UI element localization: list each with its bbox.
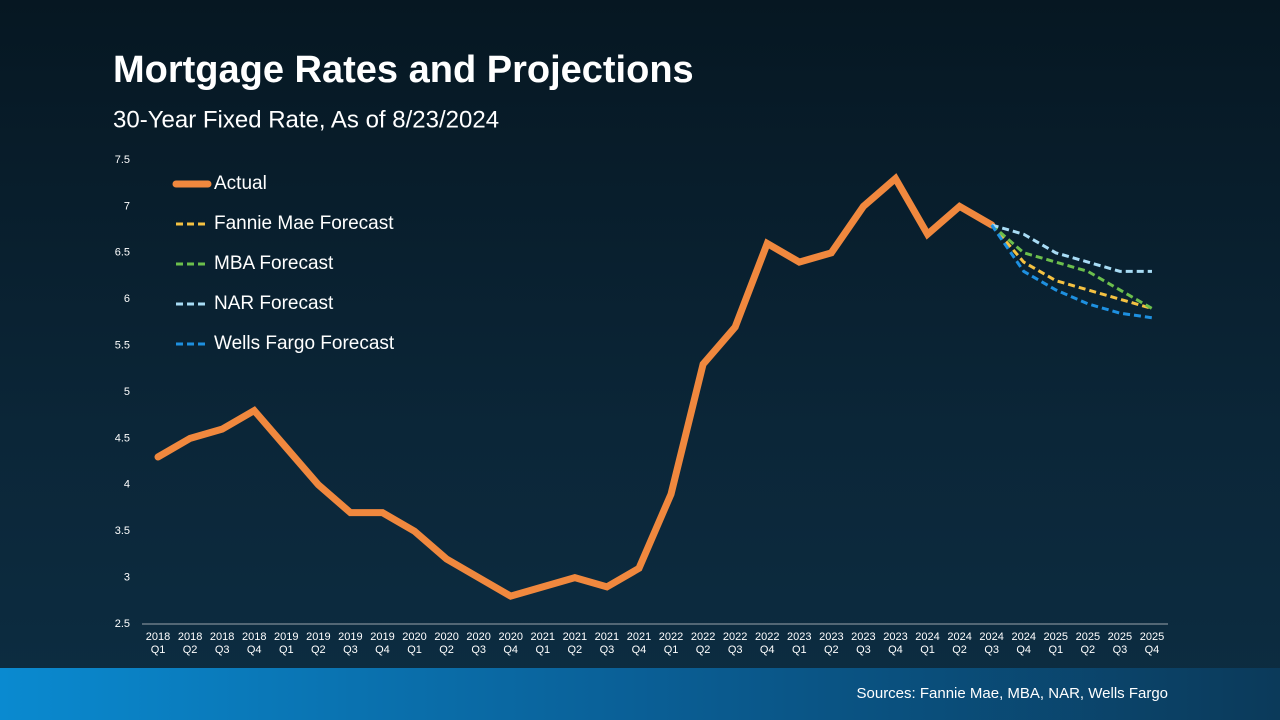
legend-label: Fannie Mae Forecast bbox=[214, 213, 394, 234]
x-tick-label: 2024 Q4 bbox=[1011, 631, 1036, 656]
x-tick-label: 2023 Q3 bbox=[851, 631, 876, 656]
x-tick-label: 2021 Q2 bbox=[562, 631, 588, 656]
x-tick-label: 2020 Q4 bbox=[498, 631, 523, 656]
x-tick-label: 2020 Q3 bbox=[466, 631, 491, 656]
series-line bbox=[154, 173, 996, 600]
legend-label: NAR Forecast bbox=[214, 293, 334, 314]
series-line bbox=[990, 223, 1153, 310]
x-tick-label: 2018 Q1 bbox=[145, 631, 171, 656]
legend-label: Wells Fargo Forecast bbox=[214, 333, 395, 354]
x-tick-label: 2025 Q2 bbox=[1075, 631, 1101, 656]
y-tick-label: 4 bbox=[124, 479, 130, 491]
x-tick-label: 2018 Q2 bbox=[177, 631, 203, 656]
chart-title: Mortgage Rates and Projections bbox=[113, 49, 694, 91]
x-tick-label: 2025 Q4 bbox=[1139, 631, 1165, 656]
x-tick-label: 2022 Q4 bbox=[754, 631, 780, 656]
series-line bbox=[990, 224, 1153, 320]
x-tick-label: 2021 Q4 bbox=[626, 631, 652, 656]
x-tick-label: 2023 Q2 bbox=[819, 631, 844, 656]
y-tick-label: 3.5 bbox=[115, 525, 130, 537]
y-tick-label: 5.5 bbox=[115, 340, 130, 352]
x-tick-label: 2020 Q2 bbox=[434, 631, 459, 656]
x-tick-label: 2021 Q3 bbox=[594, 631, 620, 656]
x-tick-label: 2024 Q3 bbox=[979, 631, 1004, 656]
x-tick-label: 2022 Q3 bbox=[722, 631, 748, 656]
y-tick-label: 3 bbox=[124, 572, 130, 584]
y-tick-label: 2.5 bbox=[115, 618, 130, 630]
x-tick-label: 2024 Q2 bbox=[947, 631, 972, 656]
legend-label: MBA Forecast bbox=[214, 253, 334, 274]
y-tick-label: 7.5 bbox=[115, 154, 130, 166]
x-tick-label: 2024 Q1 bbox=[915, 631, 940, 656]
x-tick-label: 2018 Q4 bbox=[241, 631, 267, 656]
x-tick-label: 2018 Q3 bbox=[209, 631, 235, 656]
x-tick-label: 2019 Q4 bbox=[370, 631, 395, 656]
series-line bbox=[990, 223, 1153, 310]
x-tick-label: 2022 Q2 bbox=[690, 631, 716, 656]
y-tick-label: 4.5 bbox=[115, 432, 130, 444]
y-tick-label: 7 bbox=[124, 200, 130, 212]
y-tick-label: 5 bbox=[124, 386, 130, 398]
y-tick-label: 6.5 bbox=[115, 247, 130, 259]
chart-subtitle: 30-Year Fixed Rate, As of 8/23/2024 bbox=[113, 106, 499, 133]
x-tick-label: 2023 Q1 bbox=[787, 631, 812, 656]
x-tick-label: 2021 Q1 bbox=[530, 631, 556, 656]
source: Sources: Fannie Mae, MBA, NAR, Wells Far… bbox=[857, 685, 1169, 702]
x-tick-label: 2019 Q3 bbox=[338, 631, 363, 656]
legend-label: Actual bbox=[214, 173, 267, 194]
x-tick-label: 2023 Q4 bbox=[883, 631, 908, 656]
x-tick-label: 2019 Q2 bbox=[306, 631, 331, 656]
x-tick-label: 2020 Q1 bbox=[402, 631, 427, 656]
y-tick-label: 6 bbox=[124, 293, 130, 305]
x-tick-label: 2022 Q1 bbox=[658, 631, 684, 656]
series-line bbox=[991, 223, 1152, 273]
x-tick-label: 2025 Q3 bbox=[1107, 631, 1133, 656]
x-tick-label: 2025 Q1 bbox=[1043, 631, 1069, 656]
x-tick-label: 2019 Q1 bbox=[274, 631, 299, 656]
footer-bar bbox=[0, 668, 1280, 720]
